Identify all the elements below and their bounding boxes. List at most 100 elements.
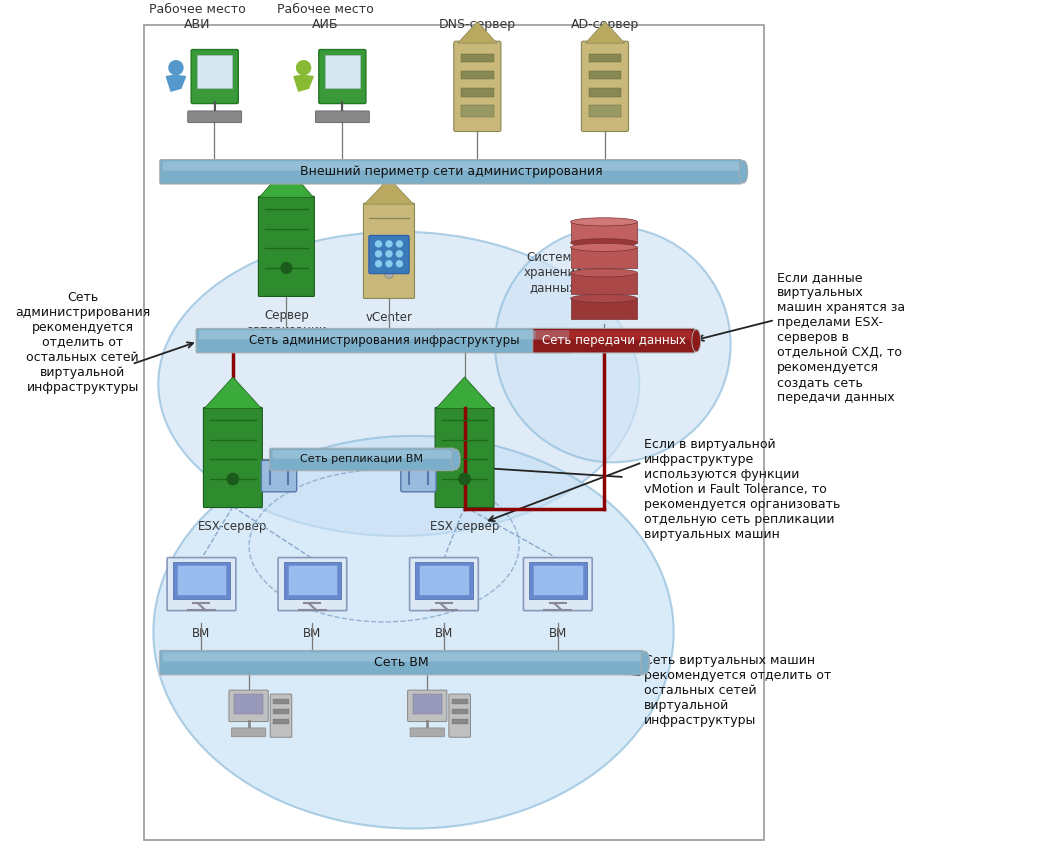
Text: ESX-сервер: ESX-сервер — [199, 520, 268, 534]
Bar — [571, 222, 637, 243]
Text: Внешний периметр сети администрирования: Внешний периметр сети администрирования — [300, 166, 602, 178]
FancyBboxPatch shape — [262, 461, 296, 492]
Bar — [452, 699, 468, 704]
FancyBboxPatch shape — [410, 728, 445, 737]
Polygon shape — [585, 21, 624, 43]
Text: Сеть
администрирования
рекомендуется
отделить от
остальных сетей
виртуальной
инф: Сеть администрирования рекомендуется отд… — [15, 291, 150, 394]
Text: AD-сервер: AD-сервер — [571, 18, 639, 32]
FancyBboxPatch shape — [197, 329, 572, 353]
Polygon shape — [294, 76, 313, 91]
FancyBboxPatch shape — [163, 652, 641, 662]
Ellipse shape — [153, 436, 674, 829]
FancyBboxPatch shape — [415, 562, 473, 599]
FancyBboxPatch shape — [231, 728, 266, 737]
Text: Сеть передачи данных: Сеть передачи данных — [542, 334, 686, 347]
Ellipse shape — [159, 232, 639, 536]
Bar — [589, 106, 621, 118]
Text: Рабочее место
АИБ: Рабочее место АИБ — [276, 3, 373, 32]
Circle shape — [396, 261, 403, 267]
Circle shape — [375, 261, 382, 267]
Circle shape — [459, 474, 470, 485]
Circle shape — [386, 241, 392, 247]
FancyBboxPatch shape — [270, 694, 292, 737]
Text: Если в виртуальной
инфраструктуре
используются функции
vMotion и Fault Tolerance: Если в виртуальной инфраструктуре исполь… — [644, 438, 841, 541]
Text: ВМ: ВМ — [192, 627, 210, 640]
FancyBboxPatch shape — [160, 650, 643, 675]
Bar — [571, 247, 637, 269]
FancyBboxPatch shape — [197, 55, 232, 88]
Circle shape — [281, 263, 292, 274]
FancyBboxPatch shape — [270, 448, 454, 471]
Ellipse shape — [571, 218, 637, 226]
Text: ВМ: ВМ — [435, 627, 453, 640]
Ellipse shape — [571, 294, 637, 303]
FancyBboxPatch shape — [410, 558, 478, 611]
Text: Система
хранения
данных: Система хранения данных — [523, 251, 582, 294]
Text: Сеть ВМ: Сеть ВМ — [374, 656, 429, 669]
Bar — [589, 88, 621, 97]
FancyBboxPatch shape — [413, 694, 442, 714]
FancyBboxPatch shape — [272, 450, 451, 458]
Bar — [461, 71, 494, 80]
FancyBboxPatch shape — [288, 565, 337, 595]
Text: ВМ: ВМ — [304, 627, 322, 640]
Bar — [461, 88, 494, 97]
Circle shape — [296, 60, 311, 76]
FancyBboxPatch shape — [523, 558, 592, 611]
Text: ESX сервер: ESX сервер — [430, 520, 499, 534]
Polygon shape — [365, 178, 413, 204]
FancyBboxPatch shape — [315, 111, 369, 123]
Polygon shape — [260, 166, 313, 197]
Bar — [273, 699, 289, 704]
FancyBboxPatch shape — [167, 558, 235, 611]
Bar — [571, 299, 637, 319]
Text: Сеть администрирования инфраструктуры: Сеть администрирования инфраструктуры — [249, 334, 519, 347]
FancyBboxPatch shape — [204, 408, 263, 508]
Bar — [273, 709, 289, 714]
Polygon shape — [436, 377, 493, 408]
FancyBboxPatch shape — [177, 565, 226, 595]
FancyBboxPatch shape — [284, 562, 342, 599]
FancyBboxPatch shape — [435, 408, 494, 508]
Ellipse shape — [571, 244, 637, 251]
Bar — [589, 53, 621, 62]
Bar — [144, 26, 764, 840]
FancyBboxPatch shape — [318, 50, 366, 104]
FancyBboxPatch shape — [449, 694, 471, 737]
FancyBboxPatch shape — [199, 330, 570, 340]
FancyBboxPatch shape — [188, 111, 242, 123]
FancyBboxPatch shape — [234, 694, 264, 714]
Circle shape — [375, 251, 382, 257]
Text: ВМ: ВМ — [549, 627, 566, 640]
FancyBboxPatch shape — [160, 160, 742, 184]
Text: Сеть виртуальных машин
рекомендуется отделить от
остальных сетей
виртуальной
инф: Сеть виртуальных машин рекомендуется отд… — [644, 654, 831, 727]
Ellipse shape — [571, 239, 637, 247]
Polygon shape — [204, 377, 262, 408]
Text: Рабочее место
АВИ: Рабочее место АВИ — [149, 3, 246, 32]
FancyBboxPatch shape — [408, 690, 447, 722]
Text: Если данные
виртуальных
машин хранятся за
пределами ESX-
серверов в
отдельной СХ: Если данные виртуальных машин хранятся з… — [777, 271, 905, 404]
Ellipse shape — [571, 269, 637, 277]
Bar — [571, 273, 637, 293]
Ellipse shape — [495, 227, 730, 462]
Circle shape — [396, 251, 403, 257]
Ellipse shape — [739, 160, 748, 183]
Ellipse shape — [641, 651, 650, 674]
Polygon shape — [457, 21, 497, 43]
Bar — [461, 53, 494, 62]
Circle shape — [168, 60, 184, 76]
Circle shape — [386, 251, 392, 257]
FancyBboxPatch shape — [400, 461, 436, 492]
Bar — [589, 71, 621, 80]
Ellipse shape — [570, 329, 578, 352]
Polygon shape — [166, 76, 186, 91]
Circle shape — [386, 261, 392, 267]
FancyBboxPatch shape — [325, 55, 360, 88]
FancyBboxPatch shape — [533, 565, 582, 595]
Ellipse shape — [692, 329, 701, 352]
Circle shape — [227, 474, 239, 485]
FancyBboxPatch shape — [364, 203, 414, 299]
Circle shape — [375, 241, 382, 247]
FancyBboxPatch shape — [581, 41, 628, 131]
FancyBboxPatch shape — [419, 565, 469, 595]
